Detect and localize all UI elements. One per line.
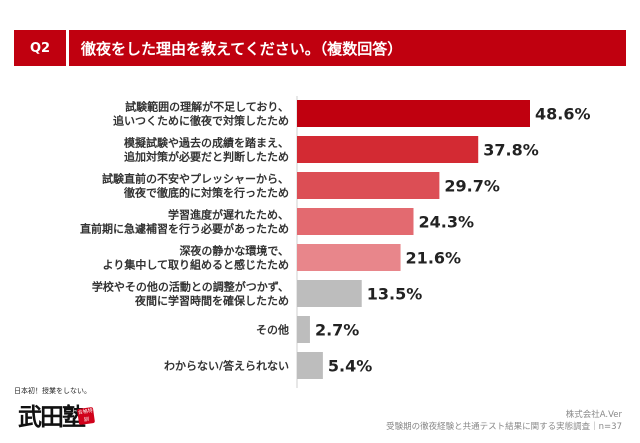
category-label-4-line-2: 直前期に急遽補習を行う必要があったため: [80, 222, 289, 236]
question-number: Q2: [14, 30, 66, 66]
bar-7: [297, 316, 310, 343]
category-label-1-line-1: 試験範囲の理解が不足しており、: [125, 100, 289, 114]
value-label-5: 21.6%: [406, 249, 462, 268]
category-label-6-line-1: 学校やその他の活動との調整がつかず、: [92, 280, 289, 294]
category-label-3-line-2: 徹夜で徹底的に対策を行ったため: [123, 186, 289, 200]
bar-1: [297, 100, 530, 127]
bar-8: [297, 352, 323, 379]
footer-survey: 受験期の徹夜経験と共通テスト結果に関する実態調査｜n=37: [386, 421, 622, 432]
bar-5: [297, 244, 401, 271]
category-label-5-line-1: 深夜の静かな環境で、: [179, 244, 289, 258]
bar-4: [297, 208, 414, 235]
logo-name: 武田塾: [18, 402, 86, 431]
value-label-7: 2.7%: [315, 321, 359, 340]
value-label-8: 5.4%: [328, 357, 372, 376]
bar-6: [297, 280, 362, 307]
category-label-6-line-2: 夜間に学習時間を確保したため: [134, 294, 289, 308]
value-label-2: 37.8%: [483, 141, 539, 160]
value-label-6: 13.5%: [367, 285, 423, 304]
value-label-1: 48.6%: [535, 105, 591, 124]
value-label-4: 24.3%: [419, 213, 475, 232]
logo: 日本初！授業をしない。 武田塾 合格特訓: [14, 386, 102, 431]
category-label-5-line-2: より集中して取り組めると感じたため: [103, 258, 289, 272]
header: Q2 徹夜をした理由を教えてください。（複数回答）: [14, 30, 626, 66]
category-label-7-line-1: その他: [256, 323, 289, 337]
footer-company: 株式会社A.Ver: [565, 410, 622, 421]
bar-3: [297, 172, 440, 199]
category-label-1-line-2: 追いつくために徹夜で対策したため: [113, 114, 289, 128]
logo-stamp: 合格特訓: [76, 406, 96, 426]
category-label-8-line-1: わからない/答えられない: [164, 359, 289, 373]
category-label-3-line-1: 試験直前の不安やプレッシャーから、: [102, 172, 289, 186]
category-label-2-line-1: 模擬試験や過去の成績を踏まえ、: [124, 136, 289, 150]
logo-tagline: 日本初！授業をしない。: [14, 387, 91, 395]
footer: 株式会社A.Ver 受験期の徹夜経験と共通テスト結果に関する実態調査｜n=37: [386, 410, 622, 433]
value-label-3: 29.7%: [444, 177, 500, 196]
category-label-2-line-2: 追加対策が必要だと判断したため: [124, 150, 289, 164]
chart-title: 徹夜をした理由を教えてください。（複数回答）: [69, 30, 626, 66]
category-label-4-line-1: 学習進度が遅れたため、: [168, 208, 289, 222]
bar-2: [297, 136, 479, 163]
